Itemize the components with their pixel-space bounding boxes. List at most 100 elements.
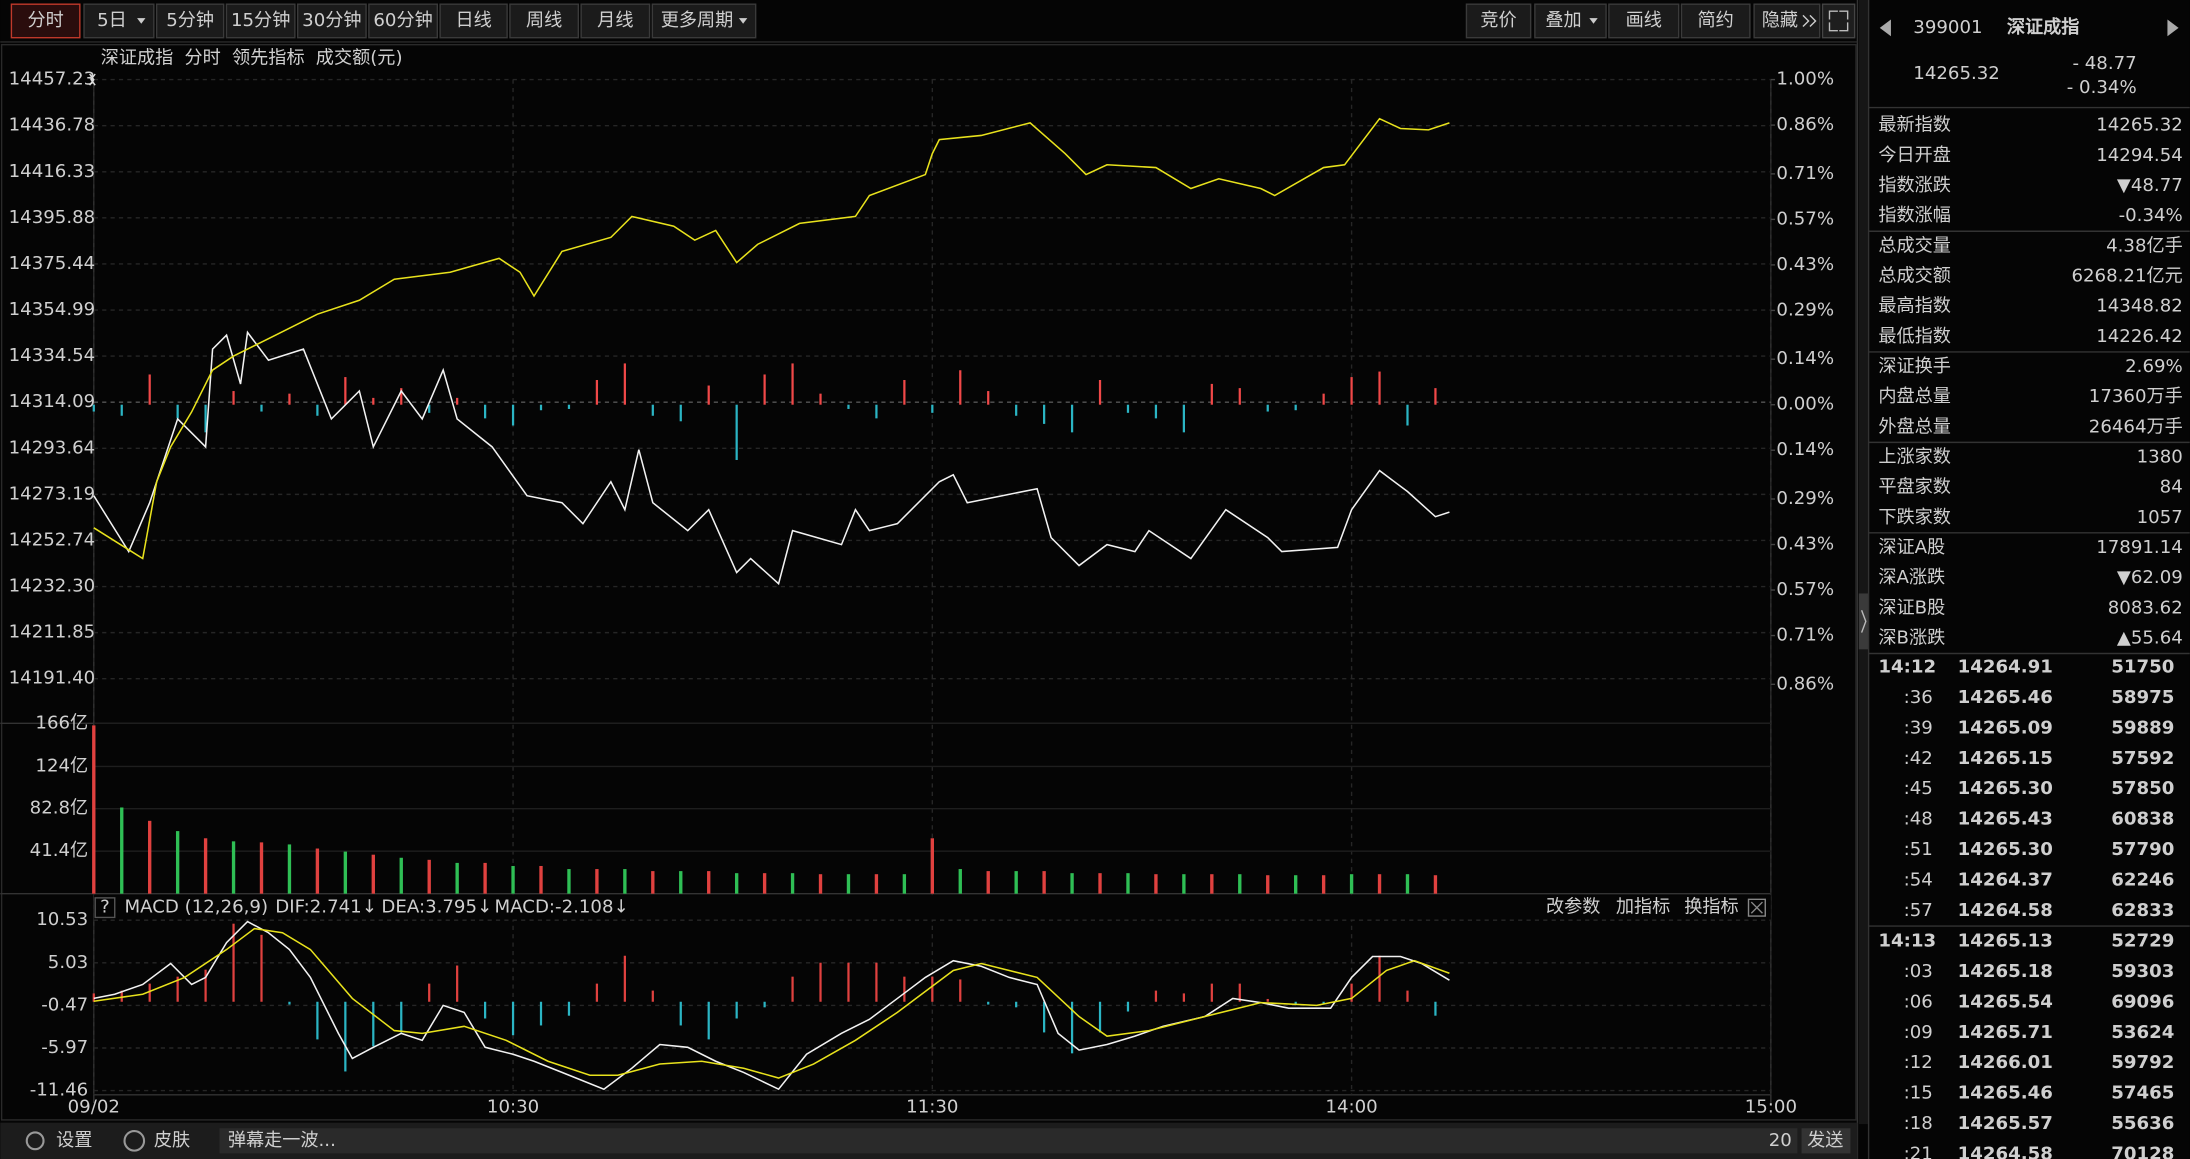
macd-bar [1378, 955, 1381, 1002]
macd-bar [1015, 1001, 1018, 1008]
period-tab[interactable] [296, 3, 367, 39]
collapse-handle[interactable] [1858, 593, 1869, 650]
volume-bar [679, 871, 683, 894]
danmu-input[interactable] [219, 1128, 1798, 1154]
macd-bar [595, 983, 599, 1002]
settings-icon[interactable] [25, 1131, 45, 1151]
tool-label: 隐藏 [1762, 10, 1798, 31]
indicator-bar [707, 385, 710, 405]
stat-value: 14294.54 [2096, 145, 2183, 166]
stat-value: 14226.42 [2096, 326, 2183, 347]
stat-value: 14348.82 [2096, 296, 2183, 317]
indicator-bar [511, 404, 515, 426]
volume-bar [762, 873, 767, 894]
tick-price: 14265.54 [1958, 991, 2053, 1012]
macd-bar [1266, 998, 1269, 1002]
tick-volume: 58975 [2111, 687, 2174, 708]
indicator-bar [483, 404, 487, 419]
macd-bar [931, 976, 934, 1002]
stat-label: 指数涨跌 [1878, 175, 1951, 196]
stat-value: 17891.14 [2096, 537, 2183, 558]
y2-tick-label: 0.43% [1776, 254, 1834, 275]
macd-bar [344, 1001, 347, 1072]
indicator-bar [623, 363, 626, 405]
stat-value: 4.38亿手 [2106, 235, 2183, 256]
next-arrow[interactable] [2167, 19, 2179, 37]
stat-value: 8083.62 [2108, 597, 2183, 618]
settings-label[interactable]: 设置 [56, 1130, 92, 1151]
indicator-bar [567, 404, 571, 409]
macd-bar [987, 1001, 990, 1005]
fullscreen-icon [1828, 10, 1849, 32]
send-label[interactable]: 发送 [1807, 1130, 1843, 1151]
tool-button[interactable] [1465, 3, 1532, 39]
period-tab[interactable] [10, 3, 81, 39]
indicator-tool[interactable]: 换指标 [1684, 897, 1738, 918]
tick-time: :06 [1904, 991, 1933, 1012]
macd-bar [735, 1001, 738, 1019]
y-tick-label: 124亿 [35, 755, 88, 776]
period-tab[interactable] [651, 3, 757, 39]
tick-volume: 70128 [2111, 1144, 2174, 1159]
volume-bar [1238, 874, 1242, 894]
prev-arrow[interactable] [1879, 19, 1891, 37]
indicator-bar [875, 404, 878, 419]
volume-bar [1098, 873, 1102, 894]
tick-price: 14264.58 [1958, 1144, 2053, 1159]
period-tab[interactable] [580, 3, 651, 39]
tool-button[interactable] [1753, 3, 1821, 39]
period-tab[interactable] [509, 3, 580, 39]
stat-value: 17360万手 [2089, 386, 2183, 407]
legend-title: 深证成指 [101, 48, 174, 69]
tick-volume: 55636 [2111, 1113, 2174, 1134]
indicator-tool[interactable]: 加指标 [1616, 897, 1670, 918]
period-label: 5日 [97, 10, 127, 31]
y-tick-label: 14293.64 [9, 437, 96, 458]
tool-button[interactable] [1608, 3, 1680, 39]
volume-bar [511, 865, 515, 894]
help-button[interactable] [94, 897, 116, 919]
volume-bar [930, 838, 934, 894]
period-tab[interactable] [439, 3, 508, 39]
indicator-bar [903, 380, 906, 405]
tick-time: :51 [1904, 839, 1933, 860]
volume-bar [287, 844, 292, 894]
stat-label: 深证换手 [1878, 356, 1951, 377]
skin-icon[interactable] [123, 1130, 146, 1152]
tool-button[interactable] [1680, 3, 1751, 39]
y-tick-label: 14191.40 [9, 668, 96, 689]
macd-bar [288, 1001, 291, 1005]
close-icon[interactable] [1747, 898, 1766, 917]
fullscreen-button[interactable] [1821, 3, 1856, 39]
send-button[interactable] [1801, 1128, 1851, 1154]
stat-label: 总成交额 [1878, 265, 1951, 286]
period-tab[interactable] [225, 3, 296, 39]
scrollbar [1858, 0, 1869, 1125]
stat-label: 指数涨幅 [1878, 205, 1951, 226]
macd-bar [707, 1001, 710, 1040]
volume-bar [203, 838, 208, 894]
period-tab[interactable] [368, 3, 439, 39]
volume-bar [707, 871, 711, 894]
indicator-tool[interactable]: 改参数 [1546, 897, 1600, 918]
macd-bar [428, 983, 431, 1002]
y-tick-label: 41.4亿 [30, 840, 89, 861]
period-tab[interactable] [155, 3, 225, 39]
stat-label: 深证B股 [1878, 597, 1945, 618]
tick-price: 14265.71 [1958, 1022, 2053, 1043]
y2-tick-label: 0.57% [1776, 579, 1834, 600]
legend-item: 分时 [185, 48, 221, 69]
indicator-bar [959, 370, 962, 405]
period-label: 日线 [455, 10, 491, 31]
tick-volume: 69096 [2111, 991, 2174, 1012]
skin-label[interactable]: 皮肤 [154, 1130, 190, 1151]
y-tick-label: 82.8亿 [30, 798, 89, 819]
help-label[interactable]: ? [100, 897, 110, 918]
tick-price: 14264.91 [1958, 656, 2053, 677]
period-label: 60分钟 [373, 10, 432, 31]
y-tick-label: 14395.88 [9, 207, 96, 228]
change: - 48.77 [2072, 53, 2136, 74]
volume-bar [1182, 874, 1186, 894]
indicator-bar [1154, 404, 1158, 419]
